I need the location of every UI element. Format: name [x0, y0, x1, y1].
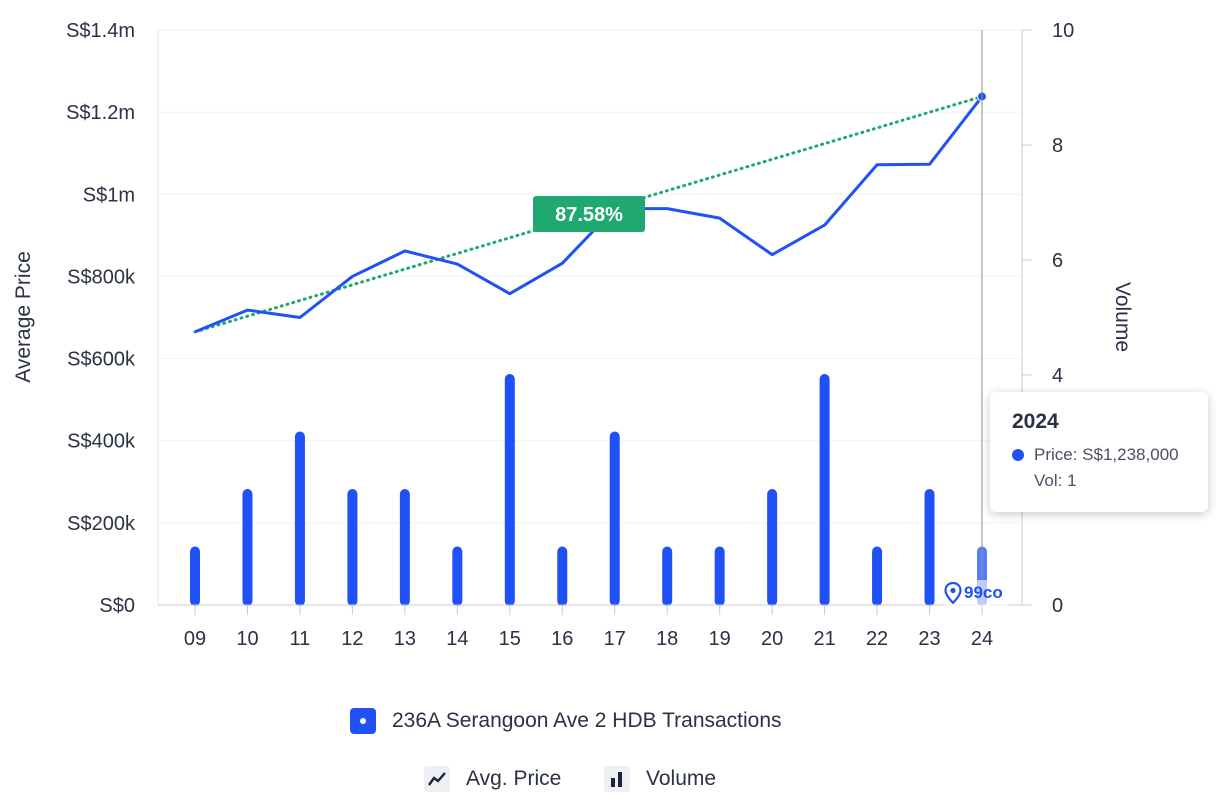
trend-percentage-badge: 87.58%: [533, 196, 645, 232]
legend-dataset[interactable]: 236A Serangoon Ave 2 HDB Transactions: [350, 708, 782, 734]
volume-bar: [872, 546, 883, 606]
x-tick-label: 21: [813, 628, 835, 650]
x-tick-label: 16: [551, 628, 573, 650]
x-tick-label: 23: [918, 628, 940, 650]
y-tick-label: S$200k: [67, 513, 136, 535]
tooltip-year: 2024: [1012, 410, 1059, 433]
y-tick-label: S$400k: [67, 431, 136, 453]
gridlines: [158, 29, 1022, 524]
volume-bar: [924, 489, 935, 606]
brand-text: 99co: [964, 583, 1003, 602]
y-tick-label: S$1.2m: [66, 102, 135, 124]
line-chart-icon: [424, 766, 450, 792]
legend-avg-price[interactable]: Avg. Price: [424, 766, 561, 792]
left-axis-title: Average Price: [12, 251, 35, 383]
y-tick-label: S$1.4m: [66, 20, 135, 42]
left-axis-labels: S$0 S$200k S$400k S$600k S$800k S$1m S$1.2m S$1…: [66, 20, 136, 617]
map-pin-icon: [944, 582, 962, 604]
legend-dataset-label: 236A Serangoon Ave 2 HDB Transactions: [392, 709, 782, 732]
volume-bar: [819, 374, 830, 606]
brand-logo: 99co: [944, 580, 1008, 606]
x-axis-labels: 09 10 11 12 13 14 15 16 17 18 19 20 21 22 23 24: [184, 605, 993, 650]
x-tick-label: 11: [290, 628, 311, 650]
x-tick-label: 09: [184, 628, 206, 650]
volume-bar: [714, 546, 725, 606]
bar-chart-icon: [604, 766, 630, 792]
volume-bar: [242, 489, 253, 606]
y2-tick-label: 8: [1052, 135, 1063, 157]
badge-background: [533, 196, 645, 232]
x-tick-label: 14: [446, 628, 468, 650]
badge-label: 87.58%: [555, 204, 623, 226]
right-axis-labels: 0246810: [1022, 20, 1074, 617]
volume-bar: [452, 546, 463, 606]
x-tick-label: 18: [656, 628, 678, 650]
volume-bar: [347, 489, 358, 606]
trend-line: [193, 95, 984, 334]
x-tick-label: 17: [604, 628, 626, 650]
x-tick-label: 15: [499, 628, 521, 650]
y2-tick-label: 6: [1052, 250, 1063, 272]
x-tick-label: 22: [866, 628, 888, 650]
legend-avg-price-label: Avg. Price: [466, 767, 562, 790]
y2-tick-label: 4: [1052, 365, 1063, 387]
tooltip-price: Price: S$1,238,000: [1034, 445, 1179, 464]
dataset-swatch-icon: [350, 708, 376, 734]
volume-bar: [294, 431, 305, 606]
legend-volume[interactable]: Volume: [604, 766, 716, 792]
volume-bar: [190, 546, 200, 606]
x-tick-label: 10: [236, 628, 258, 650]
x-tick-label: 12: [341, 628, 363, 650]
right-axis-title: Volume: [1111, 282, 1134, 352]
tooltip-price-row: Price: S$1,238,000: [1012, 442, 1186, 468]
axes: [157, 30, 1023, 606]
series-dot-icon: [1012, 449, 1024, 461]
data-tooltip: 2024 Price: S$1,238,000 Vol: 1: [990, 392, 1208, 512]
y2-tick-label: 0: [1052, 595, 1063, 617]
x-tick-label: 20: [761, 628, 783, 650]
legend-volume-label: Volume: [646, 767, 717, 790]
y-tick-label: S$600k: [67, 349, 136, 371]
volume-bar: [662, 546, 673, 606]
avg-price-polyline: [194, 95, 984, 334]
y2-tick-label: 10: [1052, 20, 1074, 42]
tooltip-volume: Vol: 1: [1034, 471, 1077, 490]
volume-bar: [399, 489, 410, 606]
y-tick-label: S$1m: [83, 184, 135, 206]
x-tick-label: 19: [709, 628, 731, 650]
x-tick-label: 24: [971, 628, 993, 650]
y-tick-label: S$0: [99, 595, 135, 617]
volume-bars: [190, 374, 987, 606]
volume-bar: [504, 374, 515, 606]
volume-bar: [767, 489, 778, 606]
volume-bar: [557, 546, 568, 606]
volume-bar: [609, 431, 620, 606]
y-tick-label: S$800k: [67, 266, 136, 288]
trend-dotted-line: [193, 95, 984, 334]
x-tick-label: 13: [394, 628, 416, 650]
price-volume-chart: S$0 S$200k S$400k S$600k S$800k S$1m S$1.2m S$1…: [12, 20, 1134, 650]
